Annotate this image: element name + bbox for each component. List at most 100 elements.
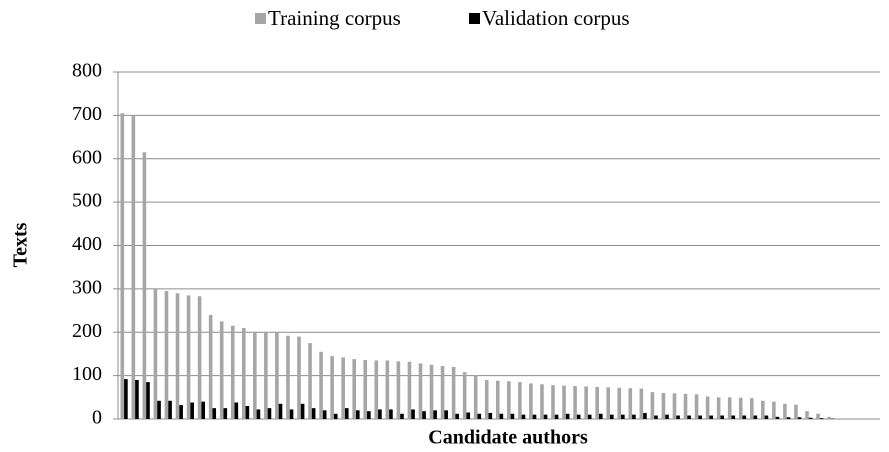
bar [440, 366, 445, 419]
bar [341, 357, 345, 419]
bar [598, 413, 603, 419]
bar [716, 397, 721, 419]
bar [584, 386, 588, 419]
bar [245, 405, 250, 419]
bar [507, 381, 511, 419]
bar [190, 402, 194, 419]
bar [705, 396, 710, 419]
bar [783, 403, 787, 419]
bar [720, 415, 725, 419]
bar [389, 409, 393, 419]
bar [179, 405, 183, 419]
bar [573, 386, 577, 419]
bar [606, 387, 611, 419]
bar [775, 416, 780, 419]
bar [709, 415, 714, 419]
bar [551, 385, 555, 419]
bar [212, 408, 217, 419]
bar [672, 393, 677, 419]
bar [311, 408, 316, 419]
bar [407, 361, 412, 419]
bar [455, 413, 460, 419]
bar [639, 388, 644, 419]
bar [124, 379, 128, 419]
bar [157, 400, 161, 419]
bar [429, 364, 434, 419]
bar [219, 321, 224, 419]
bar [628, 388, 633, 419]
bar [661, 392, 666, 419]
y-tick-label: 300 [72, 276, 102, 298]
bar [267, 408, 272, 419]
bar [518, 382, 522, 419]
legend-label: Training corpus [268, 6, 401, 30]
bar [175, 293, 180, 419]
bar [797, 417, 802, 419]
bar [164, 291, 169, 419]
bar [587, 414, 592, 419]
bar [234, 402, 239, 419]
bar [120, 113, 125, 420]
bar [665, 414, 669, 419]
x-axis-title: Candidate authors [428, 427, 588, 449]
bar [131, 115, 136, 419]
bar [650, 392, 655, 419]
bar [576, 414, 581, 419]
bar [146, 382, 150, 419]
bar [540, 384, 544, 419]
bar [565, 413, 570, 419]
bar [374, 360, 379, 419]
bar [764, 415, 769, 419]
bar [738, 397, 743, 419]
bar [786, 417, 791, 419]
bar [761, 400, 765, 419]
bar [473, 375, 478, 419]
bar [297, 336, 301, 419]
bar [208, 314, 213, 419]
bar [322, 410, 327, 419]
bar [643, 412, 647, 419]
bar [495, 380, 500, 419]
y-tick-label: 500 [72, 190, 102, 212]
y-tick-label: 200 [72, 320, 102, 342]
bar [683, 393, 688, 419]
bar [749, 398, 754, 419]
bar [654, 415, 658, 419]
bar [477, 413, 482, 419]
bar [330, 356, 334, 419]
bar [499, 413, 504, 419]
legend-label: Validation corpus [482, 6, 630, 30]
bar [694, 394, 699, 419]
bar [197, 296, 202, 419]
bar [223, 408, 228, 419]
bar [731, 415, 736, 419]
bar [308, 343, 312, 419]
bar [532, 414, 537, 419]
bar [378, 409, 382, 419]
bar [411, 409, 415, 419]
bar [418, 363, 423, 419]
bar [510, 413, 515, 419]
bar [396, 361, 401, 419]
bar [168, 400, 172, 419]
bar [805, 411, 809, 419]
bar [621, 414, 625, 419]
bar [488, 412, 493, 419]
y-tick-label: 600 [72, 146, 102, 168]
legend-swatch [255, 13, 266, 24]
bar [543, 414, 548, 419]
bar [562, 385, 566, 419]
bar [186, 295, 191, 419]
bar [356, 410, 360, 419]
bar [400, 413, 404, 419]
bar [300, 403, 305, 419]
bar [201, 401, 206, 419]
bar [451, 366, 456, 419]
bar [816, 413, 820, 419]
bar [422, 411, 426, 419]
bar [484, 379, 489, 419]
bar [385, 360, 390, 419]
bar [333, 413, 338, 419]
bar [753, 415, 758, 419]
